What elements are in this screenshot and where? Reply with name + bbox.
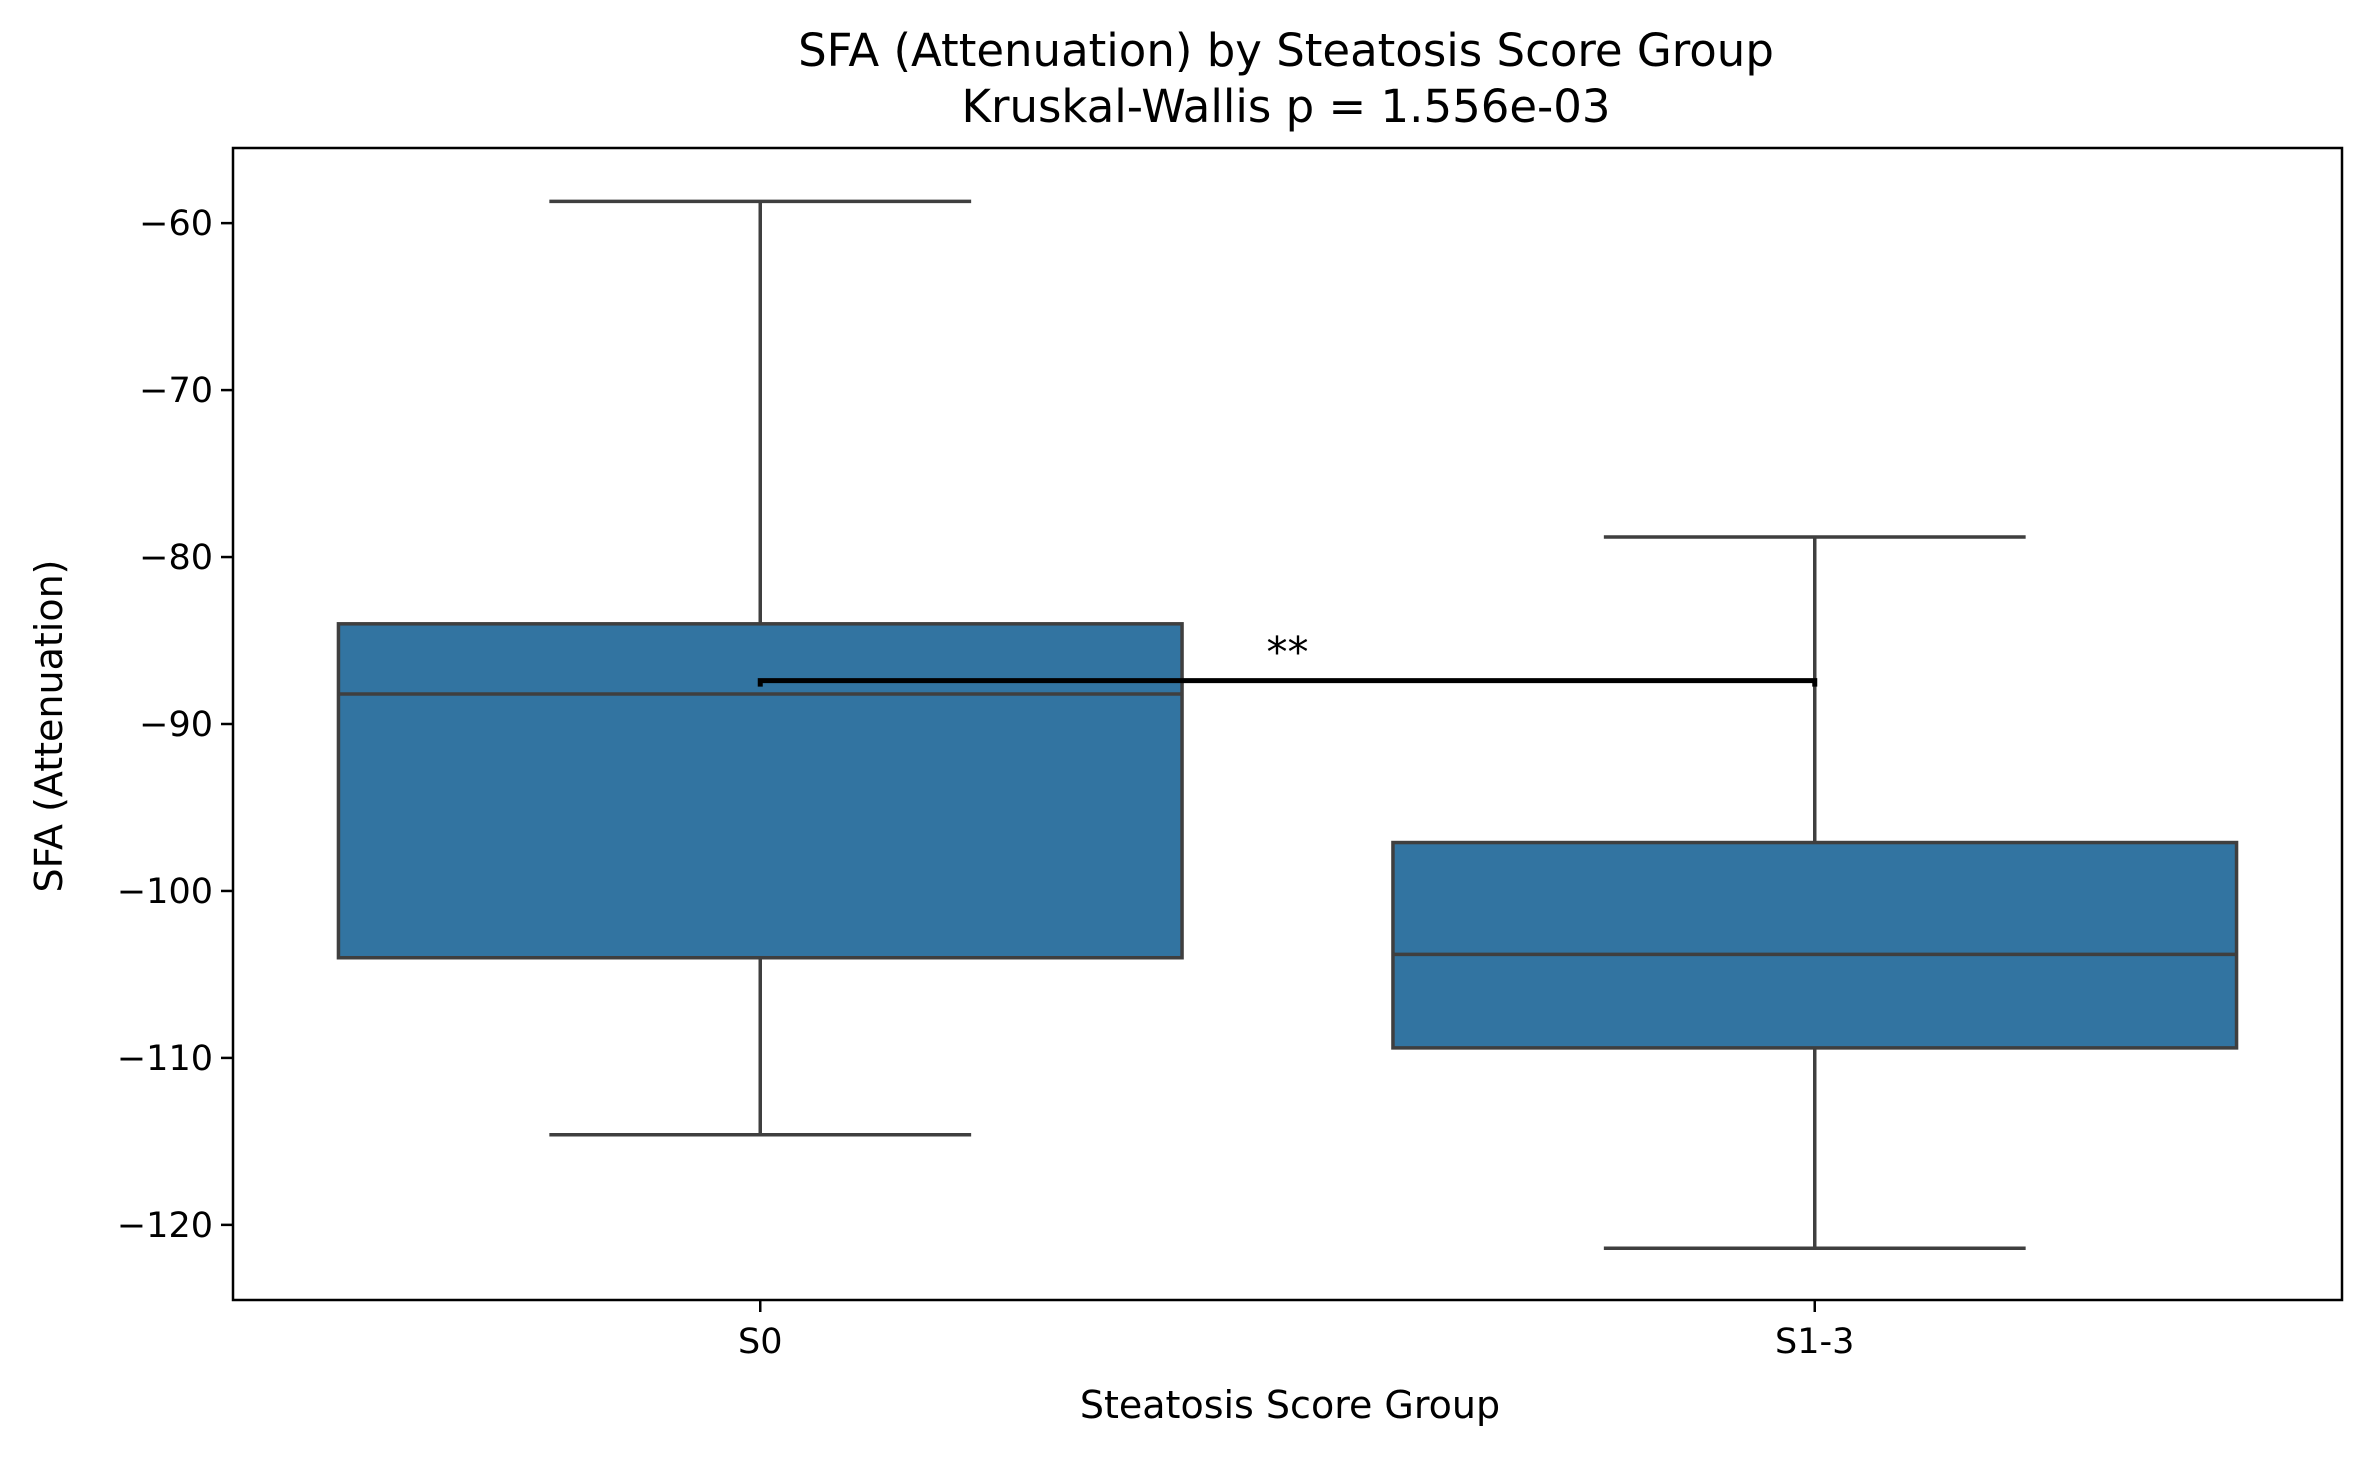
significance-label: **	[1267, 628, 1309, 677]
y-axis-label: SFA (Attenuation)	[27, 560, 71, 893]
x-axis-label: Steatosis Score Group	[1080, 1383, 1500, 1427]
chart-title: SFA (Attenuation) by Steatosis Score Gro…	[798, 24, 1774, 77]
box-s0-iqr-box	[336, 622, 1184, 960]
y-tick-label: −60	[139, 204, 213, 244]
y-tick-label: −90	[139, 705, 213, 745]
x-tick-label: S1-3	[1775, 1322, 1854, 1362]
box-s1-3-iqr-box	[1391, 840, 2239, 1050]
x-tick-label: S0	[738, 1322, 783, 1362]
y-tick-label: −80	[139, 538, 213, 578]
y-tick-label: −110	[117, 1039, 213, 1079]
chart-subtitle: Kruskal-Wallis p = 1.556e-03	[961, 80, 1610, 133]
y-tick-label: −100	[117, 872, 213, 912]
significance-bracket	[757, 678, 1818, 687]
y-tick-label: −120	[117, 1206, 213, 1246]
plot-area: ** −120 −110 −100 −90 −80 −70 −60 S0 S1-3	[117, 146, 2344, 1362]
y-tick-label: −70	[139, 371, 213, 411]
